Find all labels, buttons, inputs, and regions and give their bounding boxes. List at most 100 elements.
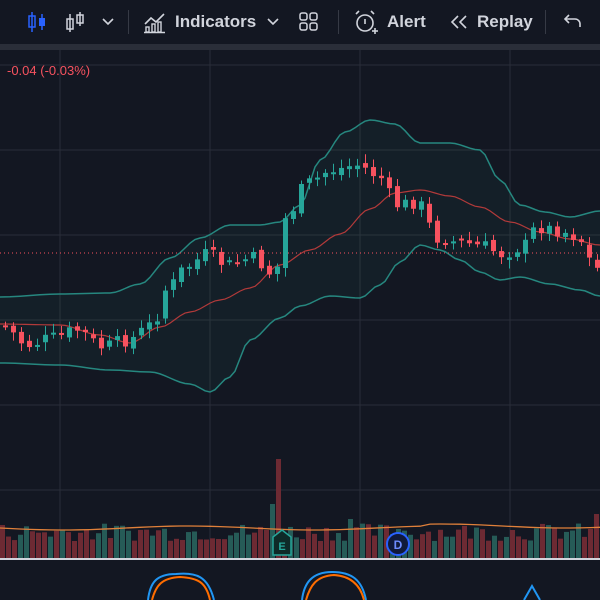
volume-bar — [420, 534, 425, 559]
candle-body — [171, 279, 176, 290]
toolbar-divider — [338, 10, 339, 34]
candle-body — [555, 226, 560, 237]
volume-bar — [444, 536, 449, 559]
bar-style-button[interactable] — [64, 6, 86, 38]
candle-body — [323, 172, 328, 178]
volume-bar — [378, 524, 383, 559]
candle-body — [403, 199, 408, 208]
candle-body — [379, 175, 384, 179]
toolbar-divider — [545, 10, 546, 34]
volume-bar — [336, 533, 341, 559]
volume-bar — [366, 524, 371, 559]
volume-bar — [258, 526, 263, 559]
volume-bar — [576, 523, 581, 559]
bar-style-icon — [66, 12, 84, 32]
replay-button[interactable]: Replay — [449, 6, 533, 38]
toolbar-separator — [0, 44, 600, 50]
volume-ma-line — [0, 523, 600, 531]
candle-body — [587, 244, 592, 258]
volume-bar — [330, 540, 335, 559]
volume-bar — [372, 535, 377, 559]
volume-bar — [354, 527, 359, 559]
oscillator-line-a — [523, 583, 541, 600]
volume-bar — [546, 525, 551, 559]
candle-body — [43, 334, 48, 343]
volume-bar — [300, 539, 305, 559]
volume-bar — [198, 539, 203, 559]
candle-body — [331, 172, 336, 175]
candle-body — [59, 332, 64, 335]
volume-bar — [204, 539, 209, 559]
candle-body — [475, 241, 480, 245]
chart-type-button[interactable] — [26, 6, 48, 38]
top-toolbar: Indicators Alert Replay — [0, 0, 600, 44]
volume-bar — [408, 534, 413, 559]
volume-bar — [252, 532, 257, 559]
volume-bar — [240, 524, 245, 559]
volume-bar — [456, 529, 461, 559]
volume-bar — [60, 530, 65, 559]
candle-body — [83, 329, 88, 333]
candle-body — [115, 336, 120, 341]
candle-body — [307, 178, 312, 183]
volume-bar — [108, 537, 113, 559]
volume-bar — [216, 538, 221, 559]
candle-body — [579, 239, 584, 243]
volume-bar — [210, 538, 215, 559]
candles — [3, 154, 600, 356]
candle-body — [547, 225, 552, 234]
dividend-marker[interactable]: D — [386, 532, 410, 556]
indicators-button[interactable]: Indicators — [143, 6, 256, 38]
candle-body — [339, 167, 344, 176]
candle-body — [91, 334, 96, 339]
earnings-marker[interactable]: E — [272, 529, 292, 556]
volume-bar — [306, 527, 311, 559]
candle-body — [507, 257, 512, 260]
candle-body — [139, 327, 144, 336]
candles-icon — [28, 12, 45, 32]
candle-body — [443, 243, 448, 246]
volume-bar — [228, 535, 233, 559]
price-chart[interactable]: E D — [0, 50, 600, 600]
volume-bar — [468, 538, 473, 559]
volume-bar — [234, 532, 239, 559]
candle-body — [299, 183, 304, 214]
candle-body — [187, 266, 192, 269]
candle-body — [131, 336, 136, 349]
volume-bar — [180, 539, 185, 559]
layout-button[interactable] — [298, 6, 320, 38]
candle-body — [235, 262, 240, 265]
volume-bar — [168, 540, 173, 559]
volume-bar — [558, 538, 563, 559]
volume-bar — [270, 504, 275, 559]
candle-body — [259, 249, 264, 269]
candle-body — [499, 251, 504, 258]
volume-bar — [594, 514, 599, 559]
candle-body — [459, 238, 464, 241]
volume-bar — [318, 540, 323, 559]
volume-bar — [426, 531, 431, 559]
alert-button[interactable]: Alert — [353, 6, 426, 38]
oscillator-line-a — [147, 572, 215, 600]
volume-bar — [132, 540, 137, 559]
volume-bar — [348, 519, 353, 559]
volume-bar — [222, 539, 227, 559]
candle-body — [147, 322, 152, 330]
volume-bar — [312, 533, 317, 559]
volume-bar — [528, 540, 533, 559]
volume-bar — [90, 539, 95, 559]
candle-body — [163, 290, 168, 319]
replay-label: Replay — [477, 12, 533, 31]
price-change: -0.04 (-0.03%) — [7, 63, 91, 78]
volume-bar — [432, 540, 437, 559]
volume-bar — [144, 529, 149, 559]
indicators-dropdown[interactable] — [266, 6, 280, 38]
volume-bar — [36, 532, 41, 559]
undo-button[interactable] — [562, 6, 584, 38]
candle-body — [251, 251, 256, 259]
volume-bar — [246, 534, 251, 559]
candle-body — [395, 186, 400, 208]
candle-body — [411, 199, 416, 209]
candle-body — [451, 241, 456, 244]
chart-type-dropdown[interactable] — [101, 6, 115, 38]
